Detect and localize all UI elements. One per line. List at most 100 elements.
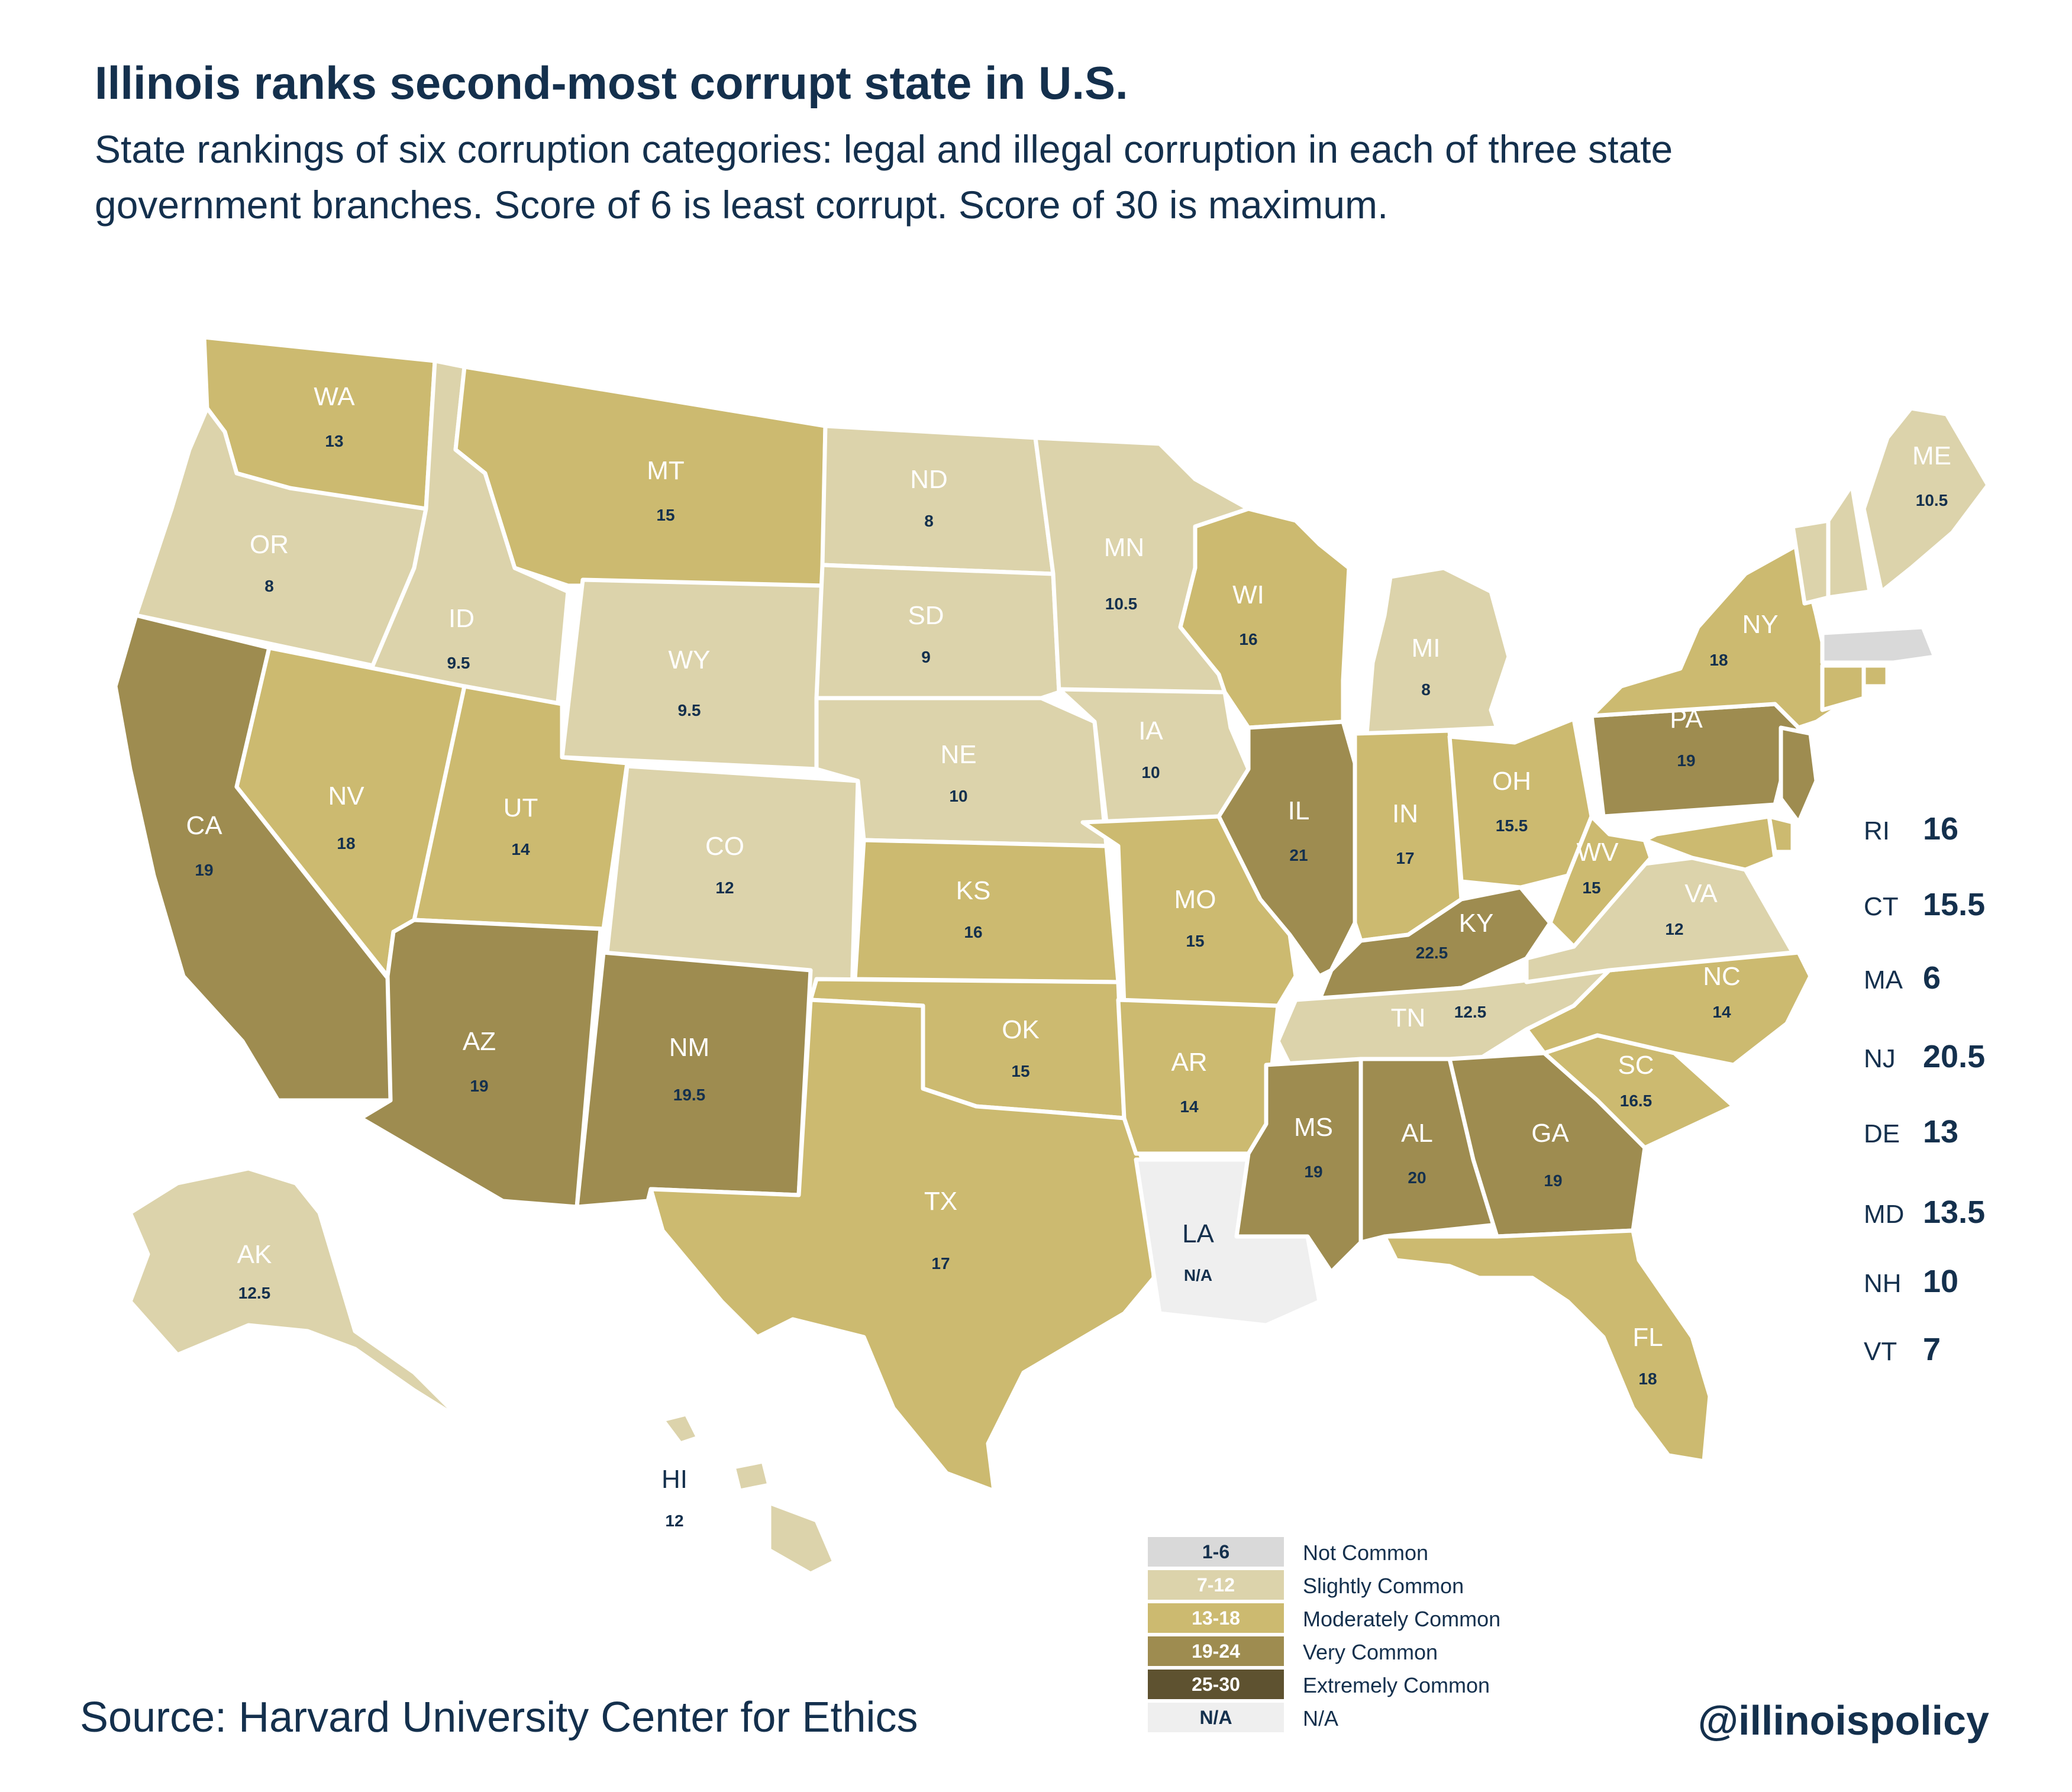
legend-item: 7-12 Slightly Common xyxy=(1148,1570,1562,1601)
state-value-ut: 14 xyxy=(511,840,530,858)
state-value-hi: 12 xyxy=(665,1512,683,1530)
small-state-value: 7 xyxy=(1923,1332,1941,1367)
state-value-sc: 16.5 xyxy=(1620,1092,1653,1110)
state-value-az: 19 xyxy=(470,1077,488,1095)
small-state-abbr: VT xyxy=(1864,1337,1897,1366)
state-value-sd: 9 xyxy=(921,648,931,666)
state-label-wi: WI xyxy=(1232,580,1264,609)
state-value-ar: 14 xyxy=(1180,1097,1199,1116)
state-fl xyxy=(1382,1228,1712,1464)
state-label-ok: OK xyxy=(1002,1015,1040,1044)
legend-item: 13-18 Moderately Common xyxy=(1148,1603,1562,1634)
state-label-va: VA xyxy=(1684,879,1718,908)
small-state-ri: RI 16 xyxy=(1864,811,1958,847)
state-wv xyxy=(1548,814,1653,949)
state-value-fl: 18 xyxy=(1638,1370,1657,1388)
state-ma xyxy=(1820,625,1937,665)
small-state-value: 20.5 xyxy=(1923,1039,1986,1074)
legend-swatch: 7-12 xyxy=(1148,1570,1284,1600)
state-wy xyxy=(560,577,828,771)
state-value-ok: 15 xyxy=(1011,1062,1029,1080)
state-ak xyxy=(128,1166,464,1422)
state-value-in: 17 xyxy=(1396,849,1414,867)
map-subtitle: State rankings of six corruption categor… xyxy=(95,127,1673,227)
state-label-me: ME xyxy=(1912,441,1951,470)
state-label-nm: NM xyxy=(669,1033,709,1062)
small-state-de: DE 13 xyxy=(1864,1113,1959,1150)
state-nd xyxy=(820,424,1056,576)
state-value-co: 12 xyxy=(715,879,734,897)
social-handle: @illinoispolicy xyxy=(1697,1697,1989,1743)
state-label-ms: MS xyxy=(1294,1113,1333,1142)
state-label-hi: HI xyxy=(661,1465,688,1494)
state-label-pa: PA xyxy=(1670,705,1703,734)
state-value-ms: 19 xyxy=(1304,1163,1322,1181)
state-value-va: 12 xyxy=(1665,920,1683,938)
state-label-wa: WA xyxy=(314,382,355,411)
small-state-abbr: RI xyxy=(1864,816,1890,845)
state-label-mt: MT xyxy=(647,456,685,485)
state-value-nm: 19.5 xyxy=(673,1086,706,1104)
map-title: Illinois ranks second-most corrupt state… xyxy=(95,57,1128,109)
state-label-mi: MI xyxy=(1412,634,1441,663)
state-labels: WA 13 OR 8 CA 19 ID 9.5 NV 18 MT 15 WY 9.5 UT 14 AZ 19 CO 1… xyxy=(186,382,1951,1530)
state-label-la: LA xyxy=(1182,1219,1214,1248)
small-state-value: 13 xyxy=(1923,1114,1959,1150)
small-state-abbr: DE xyxy=(1864,1119,1900,1148)
state-label-wv: WV xyxy=(1577,838,1619,867)
state-nj xyxy=(1779,725,1819,825)
state-label-tx: TX xyxy=(924,1187,957,1216)
legend-swatch: 25-30 xyxy=(1148,1670,1284,1699)
legend-item: N/A N/A xyxy=(1148,1703,1562,1733)
state-nc xyxy=(1524,950,1813,1067)
legend-label: Extremely Common xyxy=(1303,1673,1490,1697)
state-label-mn: MN xyxy=(1104,533,1144,562)
legend-label: Slightly Common xyxy=(1303,1574,1464,1598)
state-label-nd: ND xyxy=(910,465,948,494)
state-value-ks: 16 xyxy=(964,923,982,941)
small-state-abbr: NH xyxy=(1864,1269,1902,1298)
state-value-wa: 13 xyxy=(325,432,343,450)
state-tx xyxy=(648,997,1156,1493)
state-oh xyxy=(1447,716,1594,890)
state-ct xyxy=(1820,663,1866,712)
state-value-mn: 10.5 xyxy=(1105,595,1138,613)
legend-label: Moderately Common xyxy=(1303,1607,1501,1631)
small-state-value: 6 xyxy=(1923,960,1941,996)
state-nh xyxy=(1826,483,1872,600)
state-value-il: 21 xyxy=(1289,846,1308,864)
state-label-sc: SC xyxy=(1618,1051,1654,1080)
state-value-me: 10.5 xyxy=(1916,491,1948,509)
state-label-ne: NE xyxy=(940,740,976,769)
state-mt xyxy=(453,364,828,588)
state-value-wy: 9.5 xyxy=(678,701,701,719)
small-state-abbr: NJ xyxy=(1864,1044,1896,1073)
state-label-fl: FL xyxy=(1632,1323,1663,1352)
state-label-oh: OH xyxy=(1492,767,1531,796)
state-label-ky: KY xyxy=(1459,909,1494,938)
state-label-tn: TN xyxy=(1391,1003,1426,1032)
state-label-ca: CA xyxy=(186,811,222,840)
state-hi xyxy=(660,1412,837,1576)
state-value-mi: 8 xyxy=(1421,680,1431,699)
state-value-nv: 18 xyxy=(337,834,355,853)
state-az xyxy=(359,918,603,1209)
legend-item: 19-24 Very Common xyxy=(1148,1636,1562,1667)
state-sd xyxy=(814,563,1061,700)
small-state-md: MD 13.5 xyxy=(1864,1194,1985,1230)
state-label-or: OR xyxy=(250,530,289,559)
state-nm xyxy=(575,950,813,1209)
state-label-ga: GA xyxy=(1531,1119,1569,1148)
state-value-ga: 19 xyxy=(1544,1171,1562,1190)
state-label-id: ID xyxy=(448,604,475,633)
small-state-nj: NJ 20.5 xyxy=(1864,1038,1985,1074)
state-label-ks: KS xyxy=(956,876,991,905)
state-label-il: IL xyxy=(1288,796,1310,825)
legend-label: N/A xyxy=(1303,1706,1339,1730)
state-ny xyxy=(1589,542,1837,730)
state-al xyxy=(1358,1057,1499,1245)
state-value-ia: 10 xyxy=(1141,763,1160,782)
state-label-nv: NV xyxy=(328,782,364,811)
state-value-ny: 18 xyxy=(1709,651,1728,669)
state-label-co: CO xyxy=(705,832,744,861)
